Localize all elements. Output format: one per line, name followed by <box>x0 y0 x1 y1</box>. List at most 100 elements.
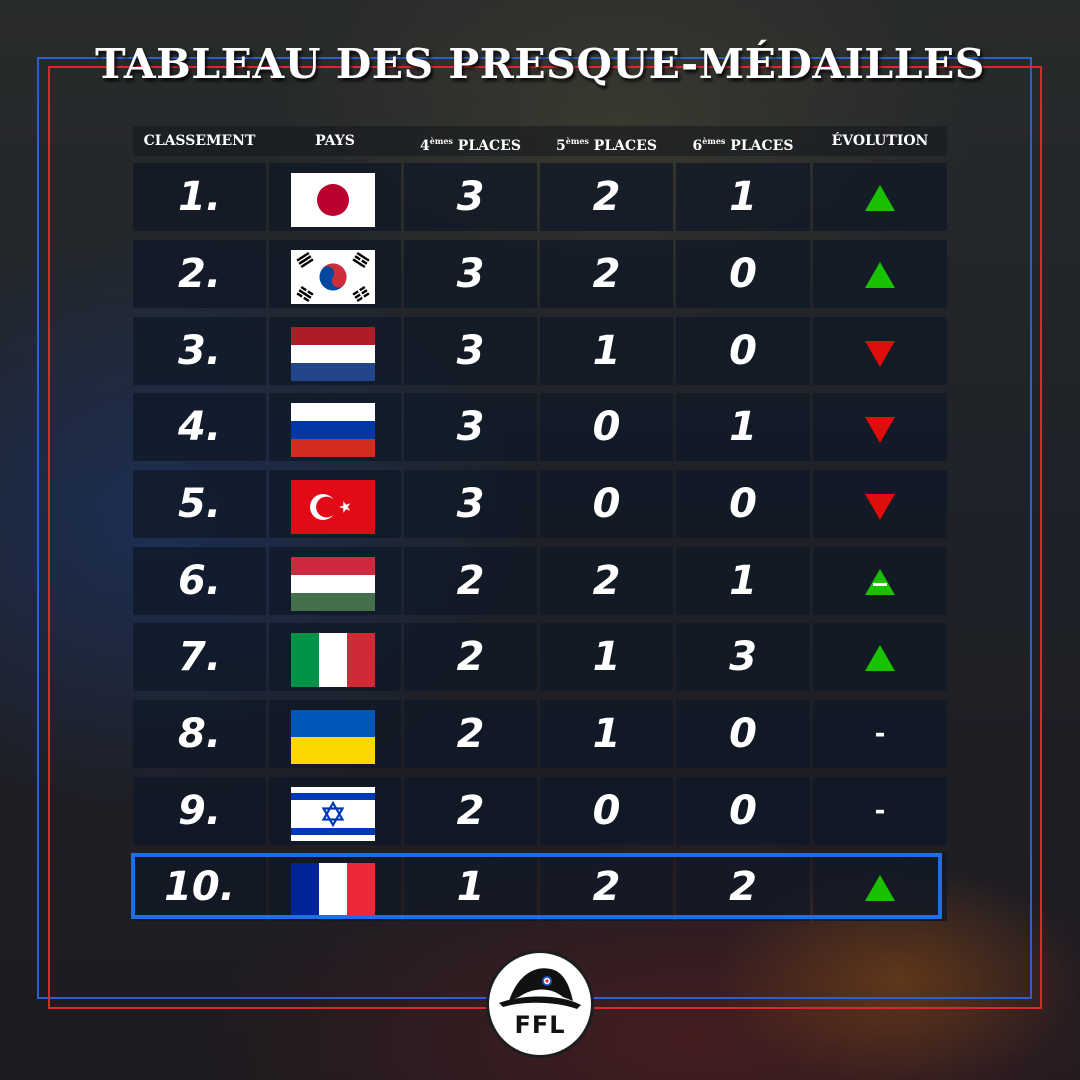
fifth-places-value: 2 <box>592 864 621 910</box>
sixth-places-cell: 0 <box>676 700 810 768</box>
fourth-places-cell: 1 <box>404 853 537 921</box>
header-fourth-superscript: èmes <box>429 136 453 146</box>
fifth-places-cell: 0 <box>540 393 673 461</box>
rank-cell: 3. <box>133 317 266 385</box>
header-fourth-label: PLACES <box>457 138 521 154</box>
evolution-cell <box>813 393 947 461</box>
evolution-cell <box>813 240 947 308</box>
evolution-cell <box>813 163 947 231</box>
fifth-places-value: 1 <box>592 634 621 680</box>
fourth-places-value: 3 <box>456 328 485 374</box>
table-row: 5. 3 0 0 <box>133 470 947 538</box>
hungary-flag-icon <box>291 557 375 611</box>
bicorne-hat-icon <box>499 968 581 1009</box>
fifth-places-value: 1 <box>592 328 621 374</box>
evolution-indicator: - <box>813 700 947 768</box>
rank-label: 4. <box>177 404 222 450</box>
rank-label: 10. <box>164 864 235 910</box>
header-sixth-number: 6 <box>692 138 703 154</box>
sixth-places-cell: 1 <box>676 163 810 231</box>
fifth-places-cell: 0 <box>540 777 673 845</box>
fourth-places-value: 2 <box>456 788 485 834</box>
header-fifth-places: 5èmes PLACES <box>540 126 673 156</box>
arrow-up-icon <box>865 262 895 288</box>
country-cell <box>269 853 401 921</box>
fourth-places-cell: 2 <box>404 700 537 768</box>
page-title: TABLEAU DES PRESQUE-MÉDAILLES <box>95 40 985 88</box>
header-country: PAYS <box>315 133 355 149</box>
rank-label: 9. <box>177 788 222 834</box>
table-row: 3. 3 1 0 <box>133 317 947 385</box>
evolution-indicator <box>813 853 947 921</box>
fifth-places-value: 0 <box>592 788 621 834</box>
sixth-places-cell: 0 <box>676 777 810 845</box>
rank-cell: 10. <box>133 853 266 921</box>
country-cell <box>269 623 401 691</box>
fourth-places-cell: 3 <box>404 317 537 385</box>
rank-label: 3. <box>177 328 222 374</box>
turkey-flag-icon <box>291 480 375 534</box>
rank-cell: 1. <box>133 163 266 231</box>
fourth-places-value: 3 <box>456 404 485 450</box>
country-cell <box>269 163 401 231</box>
fourth-places-cell: 2 <box>404 547 537 615</box>
rank-cell: 6. <box>133 547 266 615</box>
sixth-places-value: 0 <box>729 711 757 757</box>
table-row: 6. 2 2 1 <box>133 547 947 615</box>
country-cell <box>269 700 401 768</box>
rank-label: 7. <box>177 634 222 680</box>
logo-text: FFL <box>514 1011 566 1039</box>
sixth-places-cell: 0 <box>676 317 810 385</box>
fifth-places-value: 2 <box>592 251 621 297</box>
fourth-places-cell: 2 <box>404 623 537 691</box>
evolution-cell <box>813 623 947 691</box>
sixth-places-value: 0 <box>729 481 757 527</box>
fourth-places-cell: 3 <box>404 240 537 308</box>
evolution-cell <box>813 470 947 538</box>
header-evolution: ÉVOLUTION <box>831 133 929 149</box>
rank-cell: 8. <box>133 700 266 768</box>
evolution-indicator <box>813 317 947 385</box>
sixth-places-cell: 2 <box>676 853 810 921</box>
sixth-places-value: 1 <box>729 558 757 604</box>
fourth-places-value: 2 <box>456 558 485 604</box>
evolution-cell: - <box>813 777 947 845</box>
sixth-places-value: 1 <box>729 404 757 450</box>
ukraine-flag-icon <box>291 710 375 764</box>
table-row: 10. 1 2 2 <box>133 853 947 921</box>
header-fifth-number: 5 <box>556 138 566 154</box>
fourth-places-cell: 3 <box>404 470 537 538</box>
evolution-indicator: - <box>813 777 947 845</box>
table-row: 8. 2 1 0 - <box>133 700 947 768</box>
sixth-places-value: 3 <box>729 634 757 680</box>
rank-cell: 4. <box>133 393 266 461</box>
fourth-places-value: 3 <box>456 174 485 220</box>
table-row: 4. 3 0 1 <box>133 393 947 461</box>
header-fifth-label: PLACES <box>593 138 657 154</box>
table-header: CLASSEMENT PAYS 4èmes PLACES 5èmes PLACE… <box>133 126 947 156</box>
country-cell <box>269 317 401 385</box>
evolution-indicator <box>813 240 947 308</box>
fourth-places-value: 1 <box>456 864 485 910</box>
fifth-places-value: 2 <box>592 558 621 604</box>
header-rank: CLASSEMENT <box>143 133 256 149</box>
japan-flag-icon <box>291 173 375 227</box>
table-row: 2. 3 2 0 <box>133 240 947 308</box>
arrow-up-icon <box>865 875 895 901</box>
sixth-places-value: 1 <box>729 174 757 220</box>
fifth-places-cell: 1 <box>540 623 673 691</box>
sixth-places-value: 2 <box>729 864 757 910</box>
country-cell <box>269 393 401 461</box>
fourth-places-value: 2 <box>456 711 485 757</box>
rank-cell: 9. <box>133 777 266 845</box>
evolution-cell <box>813 853 947 921</box>
sixth-places-cell: 1 <box>676 393 810 461</box>
fourth-places-value: 3 <box>456 251 485 297</box>
fifth-places-cell: 2 <box>540 240 673 308</box>
arrow-up-icon <box>865 569 895 595</box>
sixth-places-value: 0 <box>729 251 757 297</box>
sixth-places-value: 0 <box>729 788 757 834</box>
fifth-places-cell: 2 <box>540 853 673 921</box>
fifth-places-cell: 1 <box>540 317 673 385</box>
russia-flag-icon <box>291 403 375 457</box>
